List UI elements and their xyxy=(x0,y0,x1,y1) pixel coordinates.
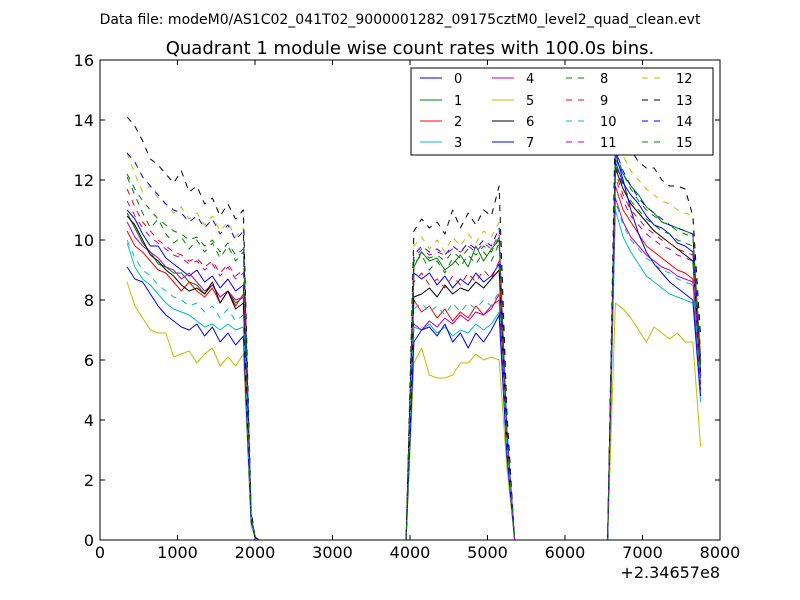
legend-box xyxy=(410,67,714,156)
y-tick-label: 16 xyxy=(74,51,94,70)
x-tick-label: 0 xyxy=(95,543,105,562)
y-tick-label: 2 xyxy=(84,471,94,490)
x-axis-offset-label: +2.34657e8 xyxy=(620,563,720,582)
y-tick-label: 12 xyxy=(74,171,94,190)
legend-label-11: 11 xyxy=(600,136,617,151)
legend-label-1: 1 xyxy=(454,94,462,109)
x-axis: 0 1000 2000 3000 4000 5000 6000 7000 8000 xyxy=(95,60,740,562)
legend-label-8: 8 xyxy=(600,72,608,87)
y-tick-label: 6 xyxy=(84,351,94,370)
legend-label-7: 7 xyxy=(526,136,534,151)
series-line-7 xyxy=(126,152,702,540)
chart-title: Quadrant 1 module wise count rates with … xyxy=(166,38,655,59)
y-tick-label: 10 xyxy=(74,231,94,250)
x-tick-label: 3000 xyxy=(312,543,353,562)
legend-label-12: 12 xyxy=(676,72,693,87)
legend-label-6: 6 xyxy=(526,115,534,130)
legend-label-14: 14 xyxy=(676,115,693,130)
chart-supertitle: Data file: modeM0/AS1C02_041T02_90000012… xyxy=(100,12,701,28)
legend-label-2: 2 xyxy=(454,115,462,130)
legend-label-3: 3 xyxy=(454,136,462,151)
x-tick-label: 7000 xyxy=(622,543,663,562)
legend-label-10: 10 xyxy=(600,115,617,130)
x-tick-label: 5000 xyxy=(467,543,508,562)
series-line-10 xyxy=(126,200,702,540)
legend-label-5: 5 xyxy=(526,94,534,109)
y-tick-label: 0 xyxy=(84,531,94,550)
x-tick-label: 6000 xyxy=(545,543,586,562)
legend-label-9: 9 xyxy=(600,94,608,109)
x-tick-label: 2000 xyxy=(235,543,276,562)
y-tick-label: 14 xyxy=(74,111,94,130)
y-tick-label: 4 xyxy=(84,411,94,430)
series-line-5 xyxy=(126,281,702,540)
legend-label-13: 13 xyxy=(676,94,693,109)
legend-label-15: 15 xyxy=(676,136,693,151)
x-tick-label: 4000 xyxy=(390,543,431,562)
x-tick-label: 1000 xyxy=(157,543,198,562)
series-line-9 xyxy=(126,170,702,540)
x-tick-label: 8000 xyxy=(700,543,741,562)
series-layer xyxy=(126,113,702,540)
series-line-12 xyxy=(126,137,702,540)
legend-label-4: 4 xyxy=(526,72,534,87)
legend-label-0: 0 xyxy=(454,72,462,87)
y-tick-label: 8 xyxy=(84,291,94,310)
